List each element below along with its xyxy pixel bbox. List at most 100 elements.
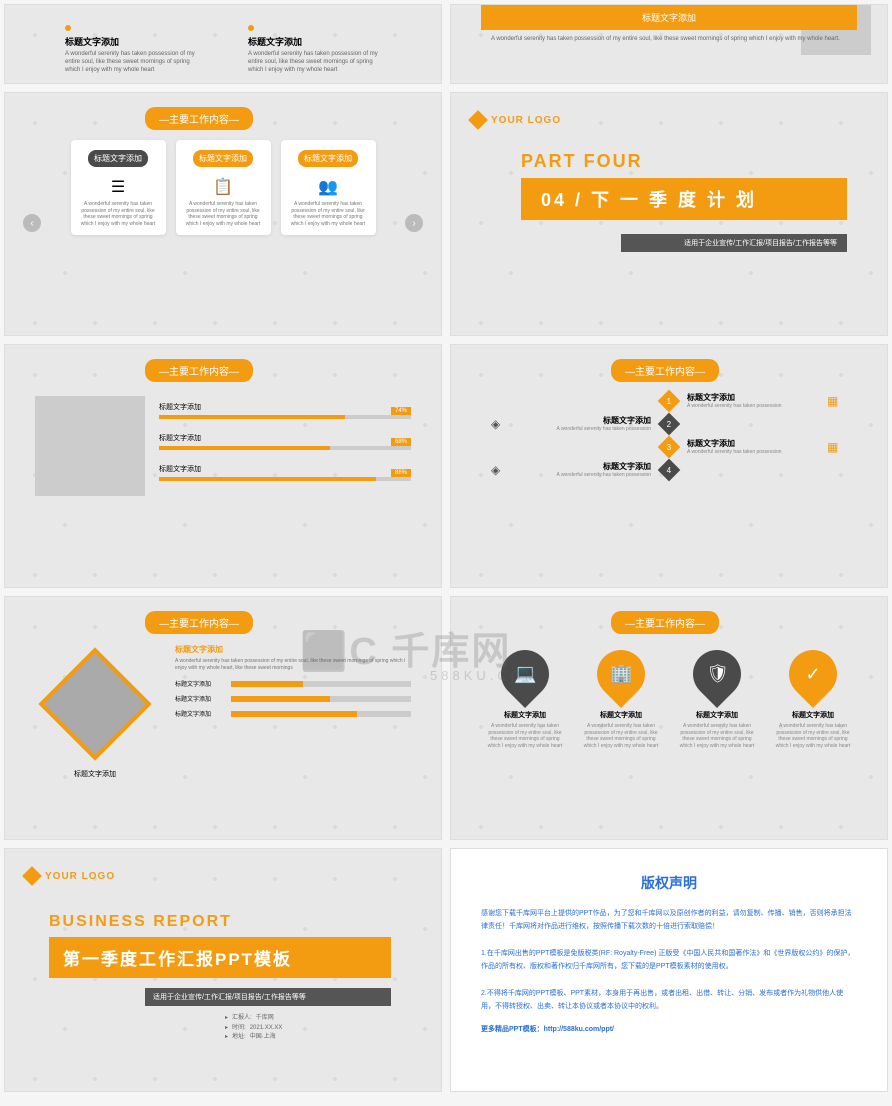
card-title-badge: 标题文字添加 [298,150,358,167]
pin-desc: A wonderful serenity has taken possessio… [774,723,852,749]
timeline-desc: A wonderful serenity has taken possessio… [521,472,651,478]
slide-2: 标题文字添加 A wonderful serenity has taken po… [450,4,888,84]
placeholder-image [35,396,145,496]
pin-icon: ✓ [779,640,847,708]
timeline-icon: ◈ [491,417,511,431]
card-desc: A wonderful serenity has taken possessio… [77,201,160,227]
progress-track: 68% [159,446,411,450]
card-icon: ☰ [77,177,160,197]
section-header-badge: —主要工作内容— [145,359,253,382]
progress-pct: 74% [391,407,411,415]
feature-card: 标题文字添加 ☰ A wonderful serenity has taken … [71,140,166,235]
timeline-desc: A wonderful serenity has taken possessio… [521,426,651,432]
section-header-badge: —主要工作内容— [145,107,253,130]
slide-3: —主要工作内容— ‹ › 标题文字添加 ☰ A wonderful sereni… [4,92,442,336]
timeline-title: 标题文字添加 [521,461,651,472]
progress-track: 74% [159,415,411,419]
item-title: 标题文字添加 [65,35,198,48]
progress-pct: 68% [391,438,411,446]
progress-label: 标题文字添加 [159,464,411,474]
copyright-para: 感谢您下载千库网平台上提供的PPT作品，为了您和千库网以及原创作者的利益，请勿复… [481,907,857,934]
copyright-link[interactable]: 更多精品PPT模板：http://588ku.com/ppt/ [481,1023,857,1036]
timeline-row: ◈ 标题文字添加A wonderful serenity has taken p… [491,415,847,432]
timeline-number-diamond: 3 [658,435,681,458]
meta-key: 汇报人: [232,1014,252,1024]
pin-title: 标题文字添加 [486,710,564,720]
mini-bar-label: 标题文字添加 [175,694,225,703]
section-header-badge: —主要工作内容— [611,611,719,634]
pin-item: ✓ 标题文字添加 A wonderful serenity has taken … [774,650,852,749]
pin-title: 标题文字添加 [774,710,852,720]
meta-icon: ▸ [225,1014,228,1024]
item-desc: A wonderful serenity has taken possessio… [248,51,381,74]
progress-row: 标题文字添加 86% [159,464,411,481]
part-label: PART FOUR [521,151,867,172]
meta-key: 地址: [232,1033,246,1043]
section-title-bar: 04 / 下 一 季 度 计 划 [521,178,847,220]
pin-title: 标题文字添加 [678,710,756,720]
timeline-row: ◈ 标题文字添加A wonderful serenity has taken p… [491,461,847,478]
logo-diamond-icon [22,866,42,886]
card-title-badge: 标题文字添加 [193,150,253,167]
pin-item: 💻 标题文字添加 A wonderful serenity has taken … [486,650,564,749]
timeline-number-diamond: 4 [658,458,681,481]
meta-row: ▸ 汇报人: 千库网 [225,1014,421,1024]
mini-bar-track [231,711,411,717]
pin-item: 🛡 标题文字添加 A wonderful serenity has taken … [678,650,756,749]
business-report-label: BUSINESS REPORT [49,913,421,931]
meta-row: ▸时间: 2021.XX.XX [225,1024,421,1034]
slide-grid: 标题文字添加A wonderful serenity has taken pos… [0,0,892,1096]
pin-item: 🏢 标题文字添加 A wonderful serenity has taken … [582,650,660,749]
meta-icon: ▸ [225,1033,228,1043]
content-title: 标题文字添加 [175,644,411,655]
timeline-title: 标题文字添加 [687,438,817,449]
card-desc: A wonderful serenity has taken possessio… [182,201,265,227]
mini-bar-track [231,681,411,687]
timeline-row: 1 标题文字添加A wonderful serenity has taken p… [491,392,847,409]
slide-5: —主要工作内容— 标题文字添加 74%标题文字添加 68%标题文字添加 86% [4,344,442,588]
feature-card: 标题文字添加 📋 A wonderful serenity has taken … [176,140,271,235]
cover-subtitle-bar: 适用于企业宣传/工作汇报/项目报告/工作报告等等 [145,988,391,1006]
meta-value: 中国·上海 [250,1033,276,1043]
pin-icon: 💻 [491,640,559,708]
logo-diamond-icon [468,110,488,130]
mini-bar-label: 标题文字添加 [175,679,225,688]
slide-4-section-title: YOUR LOGO PART FOUR 04 / 下 一 季 度 计 划 适用于… [450,92,888,336]
image-caption: 标题文字添加 [35,769,155,779]
card-title-badge: 标题文字添加 [88,150,148,167]
copyright-para: 2.不得将千库网的PPT模板、PPT素材，本身用于再出售，或者出租、出借、转让、… [481,987,857,1014]
logo-text: YOUR LOGO [45,871,115,882]
section-header-badge: —主要工作内容— [145,611,253,634]
pin-desc: A wonderful serenity has taken possessio… [582,723,660,749]
mini-bar-track [231,696,411,702]
content-desc: A wonderful serenity has taken possessio… [175,658,411,671]
mini-bar-row: 标题文字添加 [175,679,411,688]
timeline-title: 标题文字添加 [521,415,651,426]
copyright-para: 1.在千库网出售的PPT模板是免版税类(RF: Royalty-Free) 正版… [481,947,857,974]
slide-10-copyright: 版权声明 感谢您下载千库网平台上提供的PPT作品，为了您和千库网以及原创作者的利… [450,848,888,1092]
timeline-number-diamond: 1 [658,389,681,412]
logo-text: YOUR LOGO [491,115,561,126]
item-title: 标题文字添加 [248,35,381,48]
progress-pct: 86% [391,469,411,477]
card-desc: A wonderful serenity has taken possessio… [287,201,370,227]
progress-label: 标题文字添加 [159,402,411,412]
pin-desc: A wonderful serenity has taken possessio… [486,723,564,749]
meta-value: 2021.XX.XX [250,1024,283,1034]
pin-desc: A wonderful serenity has taken possessio… [678,723,756,749]
copyright-title: 版权声明 [481,873,857,893]
timeline-desc: A wonderful serenity has taken possessio… [687,403,817,409]
meta-value: 千库网 [256,1014,274,1024]
diamond-image [38,647,151,760]
progress-row: 标题文字添加 74% [159,402,411,419]
item-desc: A wonderful serenity has taken possessio… [65,51,198,74]
pin-icon: 🛡 [683,640,751,708]
timeline-title: 标题文字添加 [687,392,817,403]
cover-title-bar: 第一季度工作汇报PPT模板 [49,937,391,978]
meta-row: ▸ 地址: 中国·上海 [225,1033,421,1043]
title-bar: 标题文字添加 [481,5,857,30]
desc-text: A wonderful serenity has taken possessio… [491,36,847,44]
timeline-number-diamond: 2 [658,412,681,435]
slide-9-cover: YOUR LOGO BUSINESS REPORT 第一季度工作汇报PPT模板 … [4,848,442,1092]
section-subtitle-bar: 适用于企业宣传/工作汇报/项目报告/工作报告等等 [621,234,847,252]
